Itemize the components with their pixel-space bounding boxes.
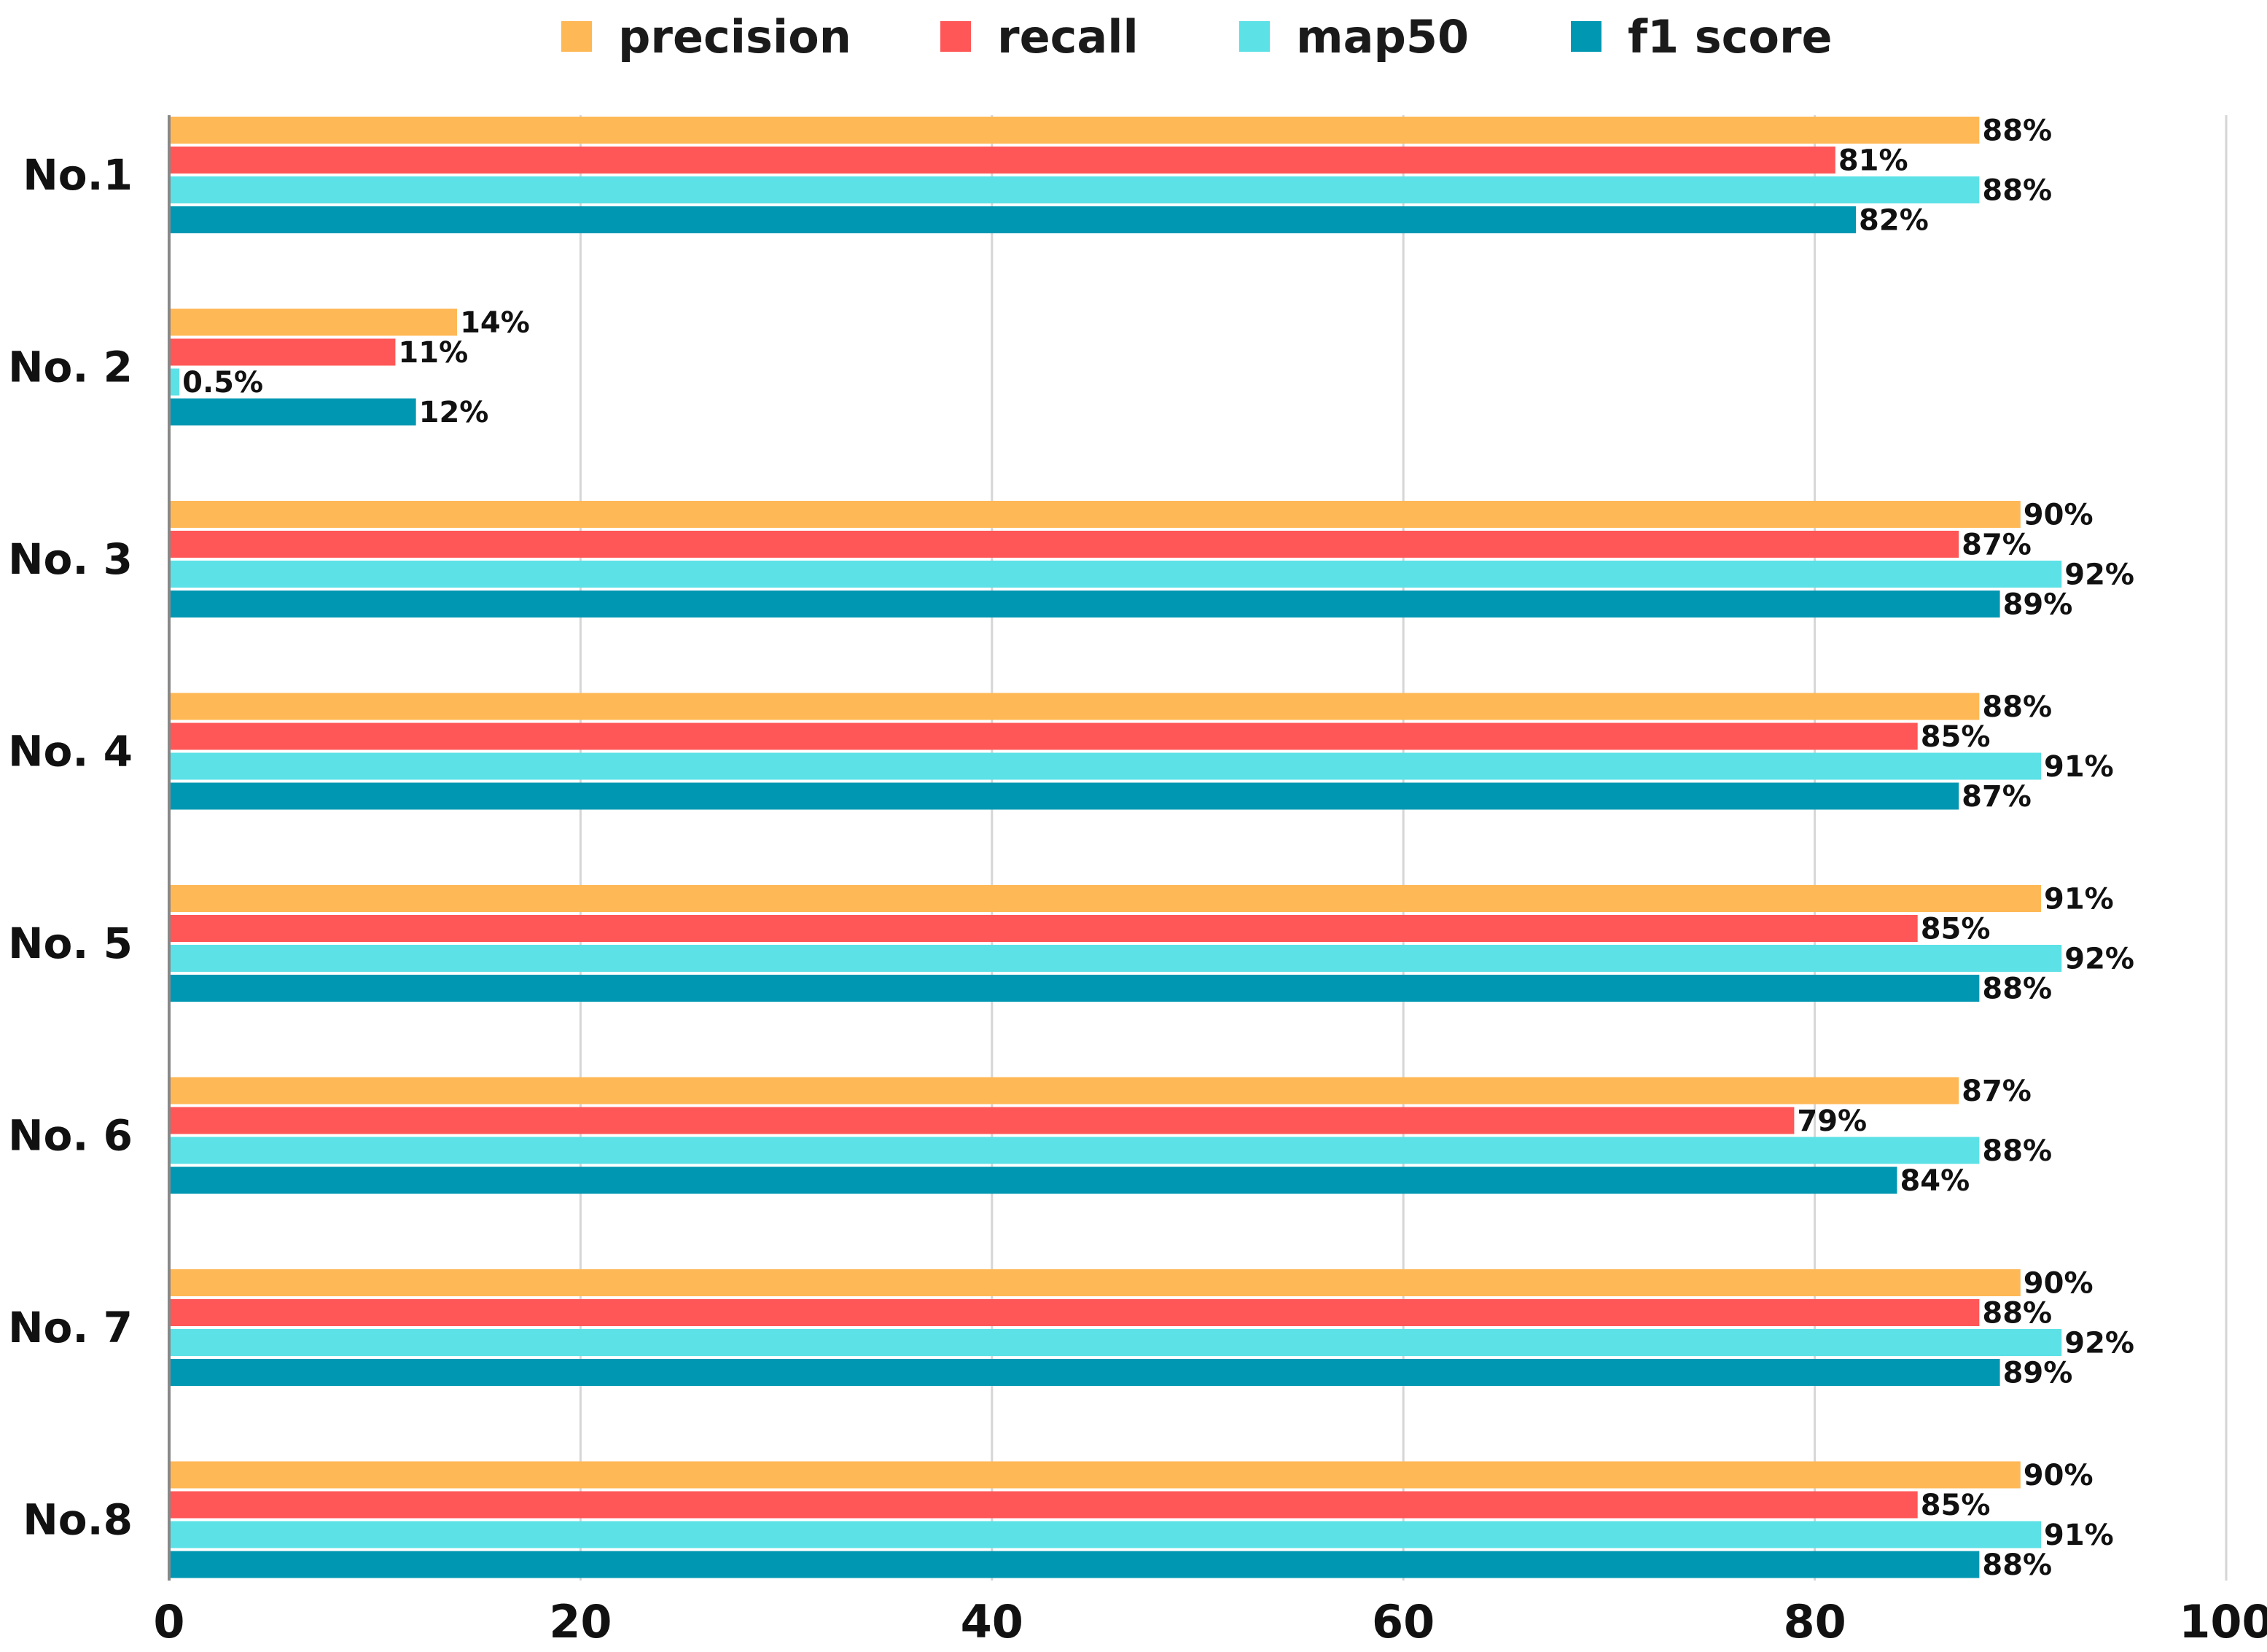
bar-recall-5 <box>169 915 1918 942</box>
data-label-map50-4: 91% <box>2044 750 2114 784</box>
data-label-f1-score-6: 84% <box>1900 1164 1970 1198</box>
bar-recall-1 <box>169 147 1835 174</box>
x-axis-ticks: 0 20 40 60 80 100 <box>153 1595 2267 1648</box>
legend-label-f1-score: f1 score <box>1628 10 1833 63</box>
bar-map50-1 <box>169 176 1980 203</box>
data-label-map50-7: 92% <box>2064 1327 2134 1360</box>
category-label-1: No.1 <box>23 150 133 200</box>
data-label-precision-7: 90% <box>2024 1267 2094 1301</box>
bar-f1-score-7 <box>169 1359 2000 1386</box>
legend-swatch-precision <box>561 21 592 52</box>
bar-precision-1 <box>169 117 1980 144</box>
bar-map50-3 <box>169 561 2062 588</box>
category-label-7: No. 7 <box>8 1303 133 1352</box>
bar-map50-2 <box>169 368 180 396</box>
category-label-2: No. 2 <box>8 343 133 392</box>
data-label-precision-5: 91% <box>2044 883 2114 916</box>
x-tick-label-40: 40 <box>961 1595 1023 1648</box>
data-label-recall-2: 11% <box>398 336 468 370</box>
data-label-map50-5: 92% <box>2064 943 2134 976</box>
bar-precision-6 <box>169 1077 1959 1104</box>
bar-precision-5 <box>169 885 2042 912</box>
data-label-f1-score-7: 89% <box>2003 1357 2073 1390</box>
data-label-recall-8: 85% <box>1921 1489 1991 1522</box>
bar-precision-4 <box>169 693 1980 720</box>
legend-label-recall: recall <box>997 10 1139 63</box>
data-label-map50-6: 88% <box>1982 1134 2052 1168</box>
bar-recall-4 <box>169 722 1918 750</box>
category-label-4: No. 4 <box>8 727 133 776</box>
data-label-precision-8: 90% <box>2024 1459 2094 1492</box>
data-label-f1-score-8: 88% <box>1982 1548 2052 1582</box>
bar-f1-score-4 <box>169 782 1959 810</box>
bars: 88%81%88%82%14%11%0.5%12%90%87%92%89%88%… <box>169 114 2134 1582</box>
bar-precision-7 <box>169 1269 2021 1296</box>
bar-recall-7 <box>169 1299 1980 1326</box>
bar-map50-8 <box>169 1521 2042 1548</box>
data-label-precision-1: 88% <box>1982 114 2052 148</box>
bar-f1-score-3 <box>169 591 2000 617</box>
data-label-precision-6: 87% <box>1962 1075 2032 1108</box>
data-label-recall-4: 85% <box>1921 720 1991 754</box>
legend-swatch-f1-score <box>1571 21 1601 52</box>
bar-recall-3 <box>169 531 1959 558</box>
x-tick-label-0: 0 <box>153 1595 184 1648</box>
x-tick-label-80: 80 <box>1783 1595 1846 1648</box>
bar-map50-4 <box>169 752 2042 780</box>
x-tick-label-60: 60 <box>1372 1595 1435 1648</box>
bar-f1-score-6 <box>169 1166 1897 1194</box>
category-label-6: No. 6 <box>8 1111 133 1161</box>
bar-precision-8 <box>169 1461 2021 1489</box>
legend-swatch-map50 <box>1239 21 1270 52</box>
x-tick-label-20: 20 <box>549 1595 612 1648</box>
legend: precision recall map50 f1 score <box>561 10 1833 63</box>
bar-precision-3 <box>169 501 2021 528</box>
data-label-f1-score-2: 12% <box>419 396 489 429</box>
x-tick-label-100: 100 <box>2179 1595 2267 1648</box>
data-label-f1-score-1: 82% <box>1859 204 1929 238</box>
data-label-precision-4: 88% <box>1982 690 2052 724</box>
data-label-f1-score-4: 87% <box>1962 780 2032 814</box>
category-label-8: No.8 <box>23 1495 133 1545</box>
category-label-3: No. 3 <box>8 534 133 584</box>
data-label-precision-3: 90% <box>2024 499 2094 532</box>
data-label-recall-7: 88% <box>1982 1297 2052 1330</box>
bar-map50-6 <box>169 1137 1980 1164</box>
bar-precision-2 <box>169 308 458 336</box>
legend-label-map50: map50 <box>1296 10 1469 63</box>
data-label-recall-5: 85% <box>1921 913 1991 946</box>
bar-recall-2 <box>169 338 396 366</box>
bar-recall-6 <box>169 1107 1795 1134</box>
category-label-5: No. 5 <box>8 919 133 968</box>
data-label-map50-2: 0.5% <box>182 366 263 400</box>
data-label-map50-3: 92% <box>2064 558 2134 592</box>
data-label-map50-1: 88% <box>1982 174 2052 208</box>
data-label-recall-6: 79% <box>1797 1104 1867 1138</box>
bar-f1-score-2 <box>169 398 416 426</box>
bar-map50-7 <box>169 1329 2062 1356</box>
data-label-map50-8: 91% <box>2044 1519 2114 1552</box>
bar-recall-8 <box>169 1491 1918 1519</box>
bar-f1-score-8 <box>169 1551 1980 1578</box>
bar-f1-score-5 <box>169 975 1980 1002</box>
data-label-precision-2: 14% <box>460 306 530 340</box>
data-label-f1-score-3: 89% <box>2003 588 2073 622</box>
legend-swatch-recall <box>940 21 971 52</box>
data-label-f1-score-5: 88% <box>1982 973 2052 1006</box>
category-labels: No.1 No. 2 No. 3 No. 4 No. 5 No. 6 No. 7 No.8 <box>8 150 133 1545</box>
legend-label-precision: precision <box>618 10 851 63</box>
bar-map50-5 <box>169 945 2062 972</box>
bar-f1-score-1 <box>169 206 1857 233</box>
data-label-recall-3: 87% <box>1962 529 2032 562</box>
data-label-recall-1: 81% <box>1838 144 1908 178</box>
